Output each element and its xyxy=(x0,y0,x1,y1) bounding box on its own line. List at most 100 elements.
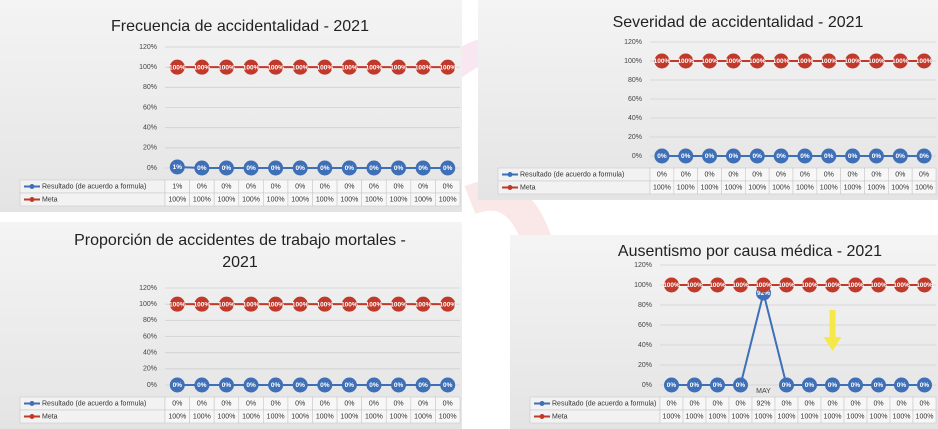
data-label: 0% xyxy=(394,165,404,172)
table-value: 0% xyxy=(919,171,929,178)
data-point xyxy=(440,296,456,312)
table-value: 100% xyxy=(916,413,934,420)
data-point xyxy=(415,296,431,312)
table-value: 0% xyxy=(320,400,330,407)
data-point xyxy=(317,59,333,75)
data-label: 100% xyxy=(341,301,358,308)
data-point xyxy=(415,160,431,176)
data-point xyxy=(773,53,789,69)
data-label: 100% xyxy=(916,282,933,289)
chart-title: Proporción de accidentes de trabajo mort… xyxy=(74,232,406,271)
data-label: 100% xyxy=(415,301,432,308)
data-point xyxy=(440,160,456,176)
data-label: 0% xyxy=(897,382,907,389)
data-label: 100% xyxy=(725,58,742,65)
table-value: 0% xyxy=(681,171,691,178)
table-value: 100% xyxy=(291,413,309,420)
data-label: 100% xyxy=(847,282,864,289)
table-value: 1% xyxy=(172,183,182,190)
data-point xyxy=(871,377,886,393)
table-value: 100% xyxy=(677,184,695,191)
data-point xyxy=(268,377,284,393)
data-point xyxy=(243,160,259,176)
table-value: 0% xyxy=(443,400,453,407)
data-point xyxy=(194,377,210,393)
data-point xyxy=(664,377,679,393)
data-label: 100% xyxy=(709,282,726,289)
table-value: 0% xyxy=(781,400,791,407)
table-value: 100% xyxy=(365,196,383,203)
data-point xyxy=(194,296,210,312)
data-label: 0% xyxy=(681,153,691,160)
table-value: 100% xyxy=(796,184,814,191)
data-point xyxy=(710,377,725,393)
data-point xyxy=(702,148,718,164)
data-label: 0% xyxy=(246,382,256,389)
y-tick-label: 60% xyxy=(638,322,652,329)
data-label: 0% xyxy=(222,382,232,389)
data-label: 100% xyxy=(732,282,749,289)
data-point xyxy=(868,53,884,69)
data-label: 100% xyxy=(366,301,383,308)
table-value: 0% xyxy=(344,400,354,407)
table-value: 0% xyxy=(919,400,929,407)
table-value: 100% xyxy=(824,413,842,420)
data-point xyxy=(825,377,840,393)
data-point xyxy=(292,59,308,75)
table-value: 100% xyxy=(772,184,790,191)
data-label: 100% xyxy=(194,301,211,308)
chart-title: Ausentismo por causa médica - 2021 xyxy=(617,243,883,260)
table-value: 100% xyxy=(709,413,727,420)
chart: 0% 20% 40% 60% 80% 100% 120% MAY 0% 0% 0% 0% 92% 0% 0%… xyxy=(529,262,937,424)
legend-marker xyxy=(29,197,35,202)
data-point xyxy=(292,377,308,393)
data-label: 100% xyxy=(824,282,841,289)
data-label: 0% xyxy=(920,382,930,389)
data-label: 100% xyxy=(773,58,790,65)
table-value: 0% xyxy=(344,183,354,190)
legend-marker xyxy=(539,414,545,419)
data-point xyxy=(773,148,789,164)
data-point xyxy=(654,148,670,164)
data-label: 100% xyxy=(267,64,284,71)
data-label: 100% xyxy=(390,301,407,308)
data-label: 100% xyxy=(797,58,814,65)
data-point xyxy=(917,277,932,293)
data-label: 100% xyxy=(755,282,772,289)
table-value: 100% xyxy=(267,413,285,420)
data-label: 100% xyxy=(778,282,795,289)
table-value: 100% xyxy=(267,196,285,203)
data-label: 100% xyxy=(844,58,861,65)
table-value: 100% xyxy=(242,196,260,203)
table-value: 0% xyxy=(172,400,182,407)
chart-title: Severidad de accidentalidad - 2021 xyxy=(612,14,864,31)
data-point xyxy=(749,53,765,69)
y-tick-label: 80% xyxy=(638,302,652,309)
data-label: 100% xyxy=(916,58,933,65)
data-label: 0% xyxy=(729,153,739,160)
y-tick-label: 120% xyxy=(634,262,652,269)
table-value: 0% xyxy=(705,171,715,178)
table-value: 0% xyxy=(246,183,256,190)
table-value: 0% xyxy=(197,183,207,190)
table-value: 100% xyxy=(820,184,838,191)
table-value: 100% xyxy=(316,196,334,203)
data-label: 100% xyxy=(870,282,887,289)
legend-marker xyxy=(29,414,35,419)
data-label: 100% xyxy=(316,301,333,308)
table-value: 100% xyxy=(218,413,236,420)
data-point xyxy=(687,377,702,393)
data-label: 100% xyxy=(415,64,432,71)
data-point xyxy=(892,53,908,69)
data-label: 0% xyxy=(874,382,884,389)
series-line xyxy=(177,165,448,169)
legend-marker xyxy=(507,172,513,177)
data-point xyxy=(366,59,382,75)
data-label: 0% xyxy=(713,382,723,389)
table-value: 100% xyxy=(847,413,865,420)
data-label: 100% xyxy=(316,64,333,71)
y-tick-label: 80% xyxy=(143,317,157,324)
table-value: 100% xyxy=(748,184,766,191)
legend-label: Resultado (de acuerdo a formula) xyxy=(42,400,146,407)
legend-marker xyxy=(29,401,35,406)
